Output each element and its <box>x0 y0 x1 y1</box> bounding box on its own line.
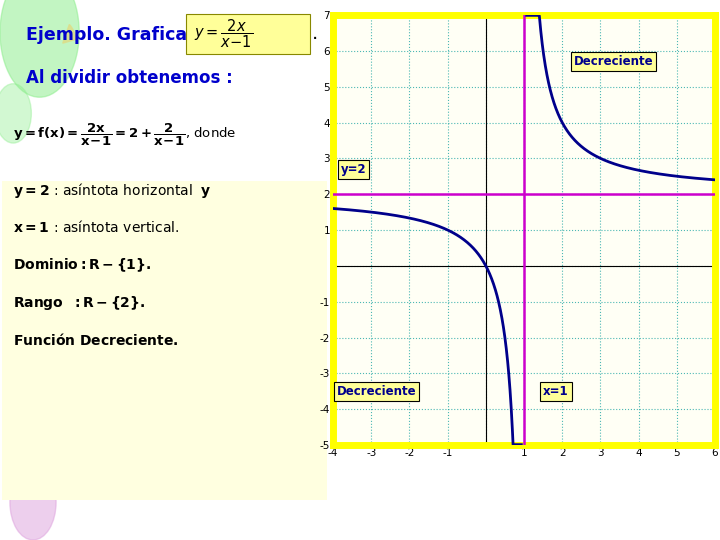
Text: Decreciente: Decreciente <box>574 55 653 68</box>
Text: Ejemplo. Graficar: Ejemplo. Graficar <box>27 26 196 44</box>
Text: $\mathbf{x = 1}$ : asíntota vertical.: $\mathbf{x = 1}$ : asíntota vertical. <box>13 219 179 235</box>
Text: $\mathbf{y = 2}$ : asíntota horizontal  $\mathbf{y}$: $\mathbf{y = 2}$ : asíntota horizontal $… <box>13 181 212 200</box>
FancyBboxPatch shape <box>186 14 310 54</box>
Text: .: . <box>312 24 318 43</box>
Wedge shape <box>63 24 76 43</box>
Text: $\mathbf{Rango \quad\!\!: R - \{2\}.}$: $\mathbf{Rango \quad\!\!: R - \{2\}.}$ <box>13 294 145 312</box>
Circle shape <box>0 0 79 97</box>
Text: $\mathbf{Función\ Decreciente.}$: $\mathbf{Función\ Decreciente.}$ <box>13 332 179 348</box>
Circle shape <box>10 464 56 540</box>
Text: Decreciente: Decreciente <box>337 384 416 398</box>
Circle shape <box>0 84 32 143</box>
Text: x=1: x=1 <box>543 384 569 398</box>
Text: $\mathbf{Dominio : R - \{1\}.}$: $\mathbf{Dominio : R - \{1\}.}$ <box>13 256 152 274</box>
Text: $y=\dfrac{2x}{x{-}1}$: $y=\dfrac{2x}{x{-}1}$ <box>194 17 253 50</box>
Text: $\mathbf{y = f(x) = \dfrac{2x}{x\!-\!1} = 2 + \dfrac{2}{x\!-\!1}}$, donde: $\mathbf{y = f(x) = \dfrac{2x}{x\!-\!1} … <box>13 122 237 147</box>
Text: y=2: y=2 <box>341 163 366 176</box>
FancyBboxPatch shape <box>1 181 327 500</box>
Text: Al dividir obtenemos :: Al dividir obtenemos : <box>27 69 233 87</box>
